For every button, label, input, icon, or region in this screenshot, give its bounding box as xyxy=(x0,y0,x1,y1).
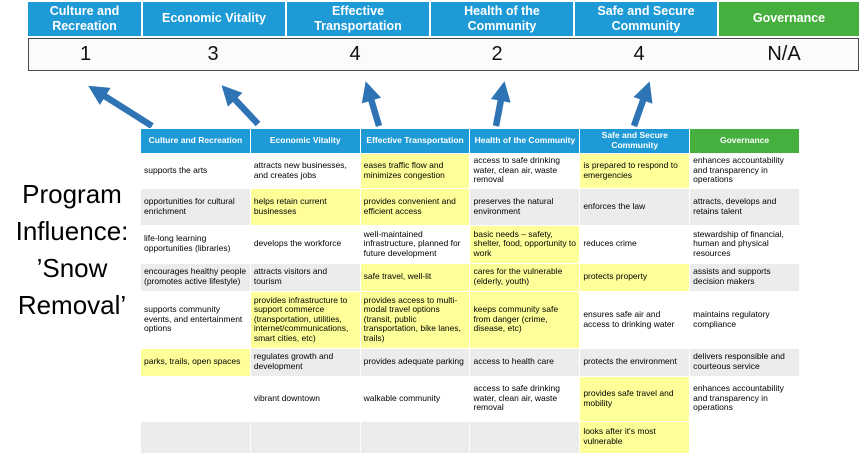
matrix-header-health-community: Health of the Community xyxy=(469,128,581,154)
matrix-cell: vibrant downtown xyxy=(249,375,361,422)
matrix-cell: parks, trails, open spaces xyxy=(140,347,251,377)
matrix-row: looks after it's most vulnerable xyxy=(140,420,800,454)
score-health-community: 2 xyxy=(491,43,503,65)
matrix-cell: opportunities for cultural enrichment xyxy=(140,187,251,226)
matrix-cell: supports community events, and entertain… xyxy=(140,290,251,349)
matrix-cell: looks after it's most vulnerable xyxy=(579,420,691,454)
matrix-cell xyxy=(249,420,361,454)
matrix-cell: provides safe travel and mobility xyxy=(579,375,691,422)
pillar-safe-secure-community: Safe and Secure Community xyxy=(575,2,717,36)
matrix-cell: regulates growth and development xyxy=(249,347,361,377)
matrix-header-effective-transportation: Effective Transportation xyxy=(359,128,471,154)
score-governance: N/A xyxy=(767,43,801,65)
matrix-cell: ensures safe air and access to drinking … xyxy=(579,290,691,349)
score-culture-recreation: 1 xyxy=(79,43,92,65)
influence-arrow-3 xyxy=(361,81,383,127)
matrix-cell: attracts, develops and retains talent xyxy=(689,187,800,226)
pillar-governance: Governance xyxy=(719,2,859,36)
matrix-cell: encourages healthy people (promotes acti… xyxy=(140,262,251,292)
matrix-cell: protects property xyxy=(579,262,691,292)
matrix-cell: provides adequate parking xyxy=(359,347,471,377)
matrix-cell: attracts new businesses, and creates job… xyxy=(249,152,361,189)
matrix-cell: delivers responsible and courteous servi… xyxy=(689,347,800,377)
pillar-band: Culture and Recreation Economic Vitality… xyxy=(28,2,859,36)
score-economic-vitality: 3 xyxy=(207,43,219,65)
matrix-cell: cares for the vulnerable (elderly, youth… xyxy=(469,262,581,292)
matrix-row: supports community events, and entertain… xyxy=(140,290,800,349)
matrix-cell: supports the arts xyxy=(140,152,251,189)
pillar-effective-transportation: Effective Transportation xyxy=(287,2,429,36)
matrix-cell: develops the workforce xyxy=(249,224,361,264)
matrix-row: parks, trails, open spaces regulates grow… xyxy=(140,347,800,377)
influence-arrow-4 xyxy=(490,81,511,127)
matrix-cell: is prepared to respond to emergencies xyxy=(579,152,691,189)
matrix-cell xyxy=(469,420,581,454)
matrix-cell xyxy=(359,420,471,454)
matrix-header-governance: Governance xyxy=(689,128,800,154)
matrix-cell: eases traffic flow and minimizes congest… xyxy=(359,152,471,189)
matrix-cell: helps retain current businesses xyxy=(249,187,361,226)
pillar-culture-recreation: Culture and Recreation xyxy=(28,2,141,36)
matrix-cell: enforces the law xyxy=(579,187,691,226)
matrix-cell: stewardship of financial, human and phys… xyxy=(689,224,800,264)
matrix-cell: access to health care xyxy=(469,347,581,377)
matrix-cell: walkable community xyxy=(359,375,471,422)
influence-matrix: Culture and Recreation Economic Vitality… xyxy=(140,128,800,454)
matrix-cell: attracts visitors and tourism xyxy=(249,262,361,292)
matrix-cell: access to safe drinking water, clean air… xyxy=(469,375,581,422)
matrix-cell: maintains regulatory compliance xyxy=(689,290,800,349)
matrix-header-safe-secure-community: Safe and Secure Community xyxy=(579,128,691,154)
matrix-cell: access to safe drinking water, clean air… xyxy=(469,152,581,189)
matrix-header-economic-vitality: Economic Vitality xyxy=(249,128,361,154)
matrix-cell: provides access to multi-modal travel op… xyxy=(359,290,471,349)
score-effective-transportation: 4 xyxy=(349,43,361,65)
matrix-header-row: Culture and Recreation Economic Vitality… xyxy=(140,128,800,154)
matrix-row: supports the arts attracts new businesses… xyxy=(140,152,800,189)
matrix-row: encourages healthy people (promotes acti… xyxy=(140,262,800,292)
matrix-cell: life-long learning opportunities (librar… xyxy=(140,224,251,264)
score-band: 1 3 4 2 4 N/A xyxy=(28,38,859,71)
score-safe-secure-community: 4 xyxy=(633,43,645,65)
matrix-cell: safe travel, well-lit xyxy=(359,262,471,292)
matrix-body: supports the arts attracts new businesses… xyxy=(140,152,800,454)
matrix-cell xyxy=(689,420,800,454)
pillar-economic-vitality: Economic Vitality xyxy=(143,2,285,36)
matrix-cell xyxy=(140,375,251,422)
matrix-cell xyxy=(140,420,251,454)
matrix-head: Culture and Recreation Economic Vitality… xyxy=(140,128,800,154)
matrix-row: vibrant downtown walkable community access… xyxy=(140,375,800,422)
pillar-health-community: Health of the Community xyxy=(431,2,573,36)
influence-arrow-2 xyxy=(221,85,261,127)
matrix-row: life-long learning opportunities (librar… xyxy=(140,224,800,264)
matrix-cell: provides convenient and efficient access xyxy=(359,187,471,226)
matrix-cell: preserves the natural environment xyxy=(469,187,581,226)
matrix-cell: protects the environment xyxy=(579,347,691,377)
matrix-header-culture-recreation: Culture and Recreation xyxy=(140,128,251,154)
matrix-cell: basic needs – safety, shelter, food, opp… xyxy=(469,224,581,264)
influence-arrow-1 xyxy=(88,85,154,129)
influence-arrow-5 xyxy=(630,81,653,128)
matrix-cell: keeps community safe from danger (crime,… xyxy=(469,290,581,349)
matrix-row: opportunities for cultural enrichment hel… xyxy=(140,187,800,226)
matrix-cell: enhances accountability and transparency… xyxy=(689,152,800,189)
matrix-cell: enhances accountability and transparency… xyxy=(689,375,800,422)
matrix-cell: reduces crime xyxy=(579,224,691,264)
matrix-cell: assists and supports decision makers xyxy=(689,262,800,292)
matrix-cell: well-maintained infrastructure, planned … xyxy=(359,224,471,264)
matrix-cell: provides infrastructure to support comme… xyxy=(249,290,361,349)
program-influence-label: Program Influence: ’Snow Removal’ xyxy=(15,179,129,320)
